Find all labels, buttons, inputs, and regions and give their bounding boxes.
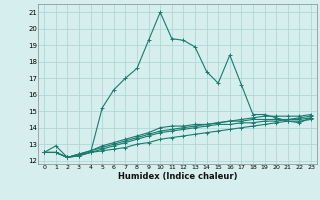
X-axis label: Humidex (Indice chaleur): Humidex (Indice chaleur) (118, 172, 237, 181)
